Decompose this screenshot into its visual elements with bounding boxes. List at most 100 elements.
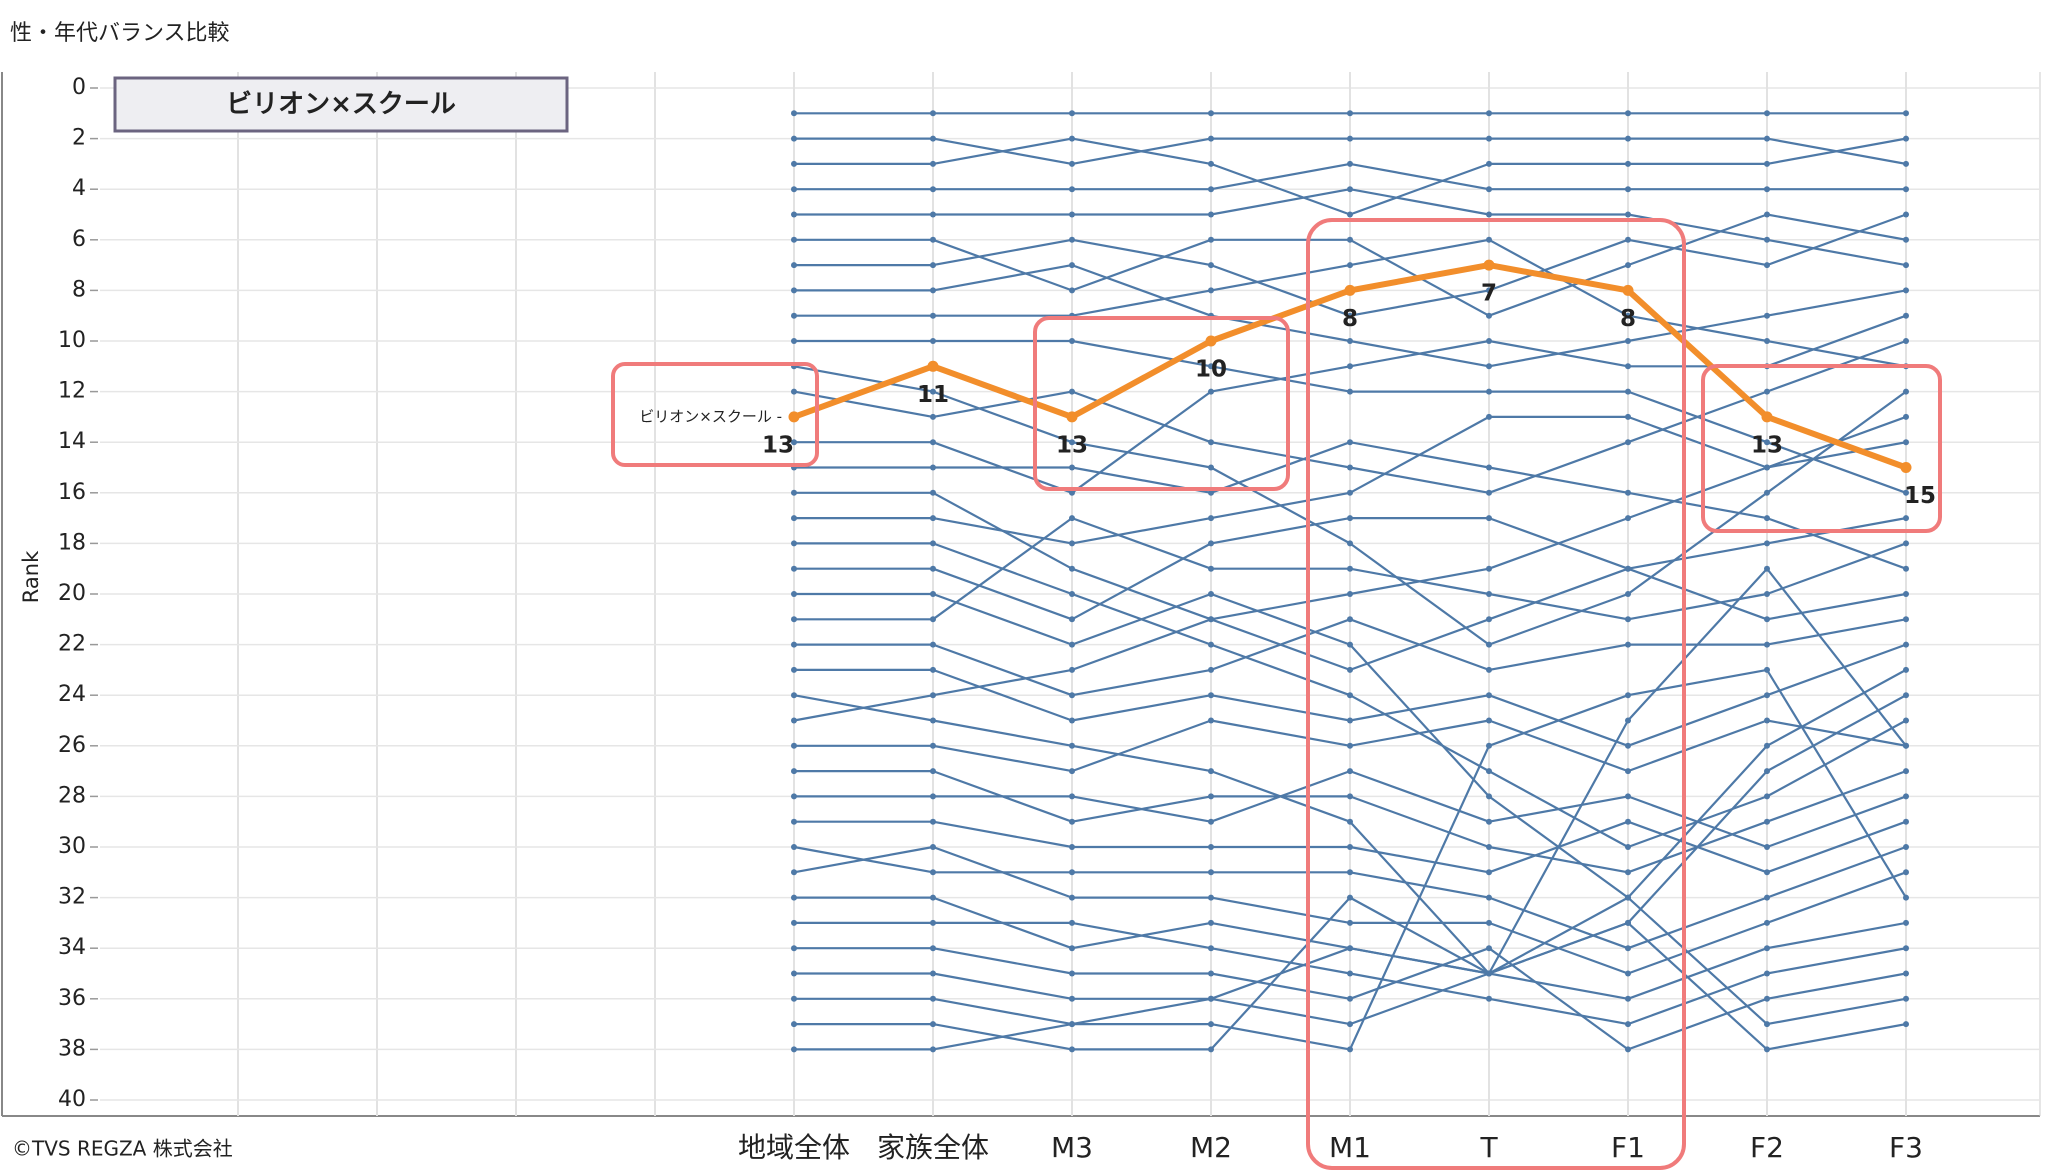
rank-point	[1069, 236, 1075, 243]
rank-point	[1069, 894, 1075, 901]
rank-point	[930, 717, 936, 724]
rank-point	[1347, 110, 1353, 117]
rank-point	[1764, 135, 1770, 142]
rank-point	[927, 360, 939, 372]
rank-point	[791, 262, 797, 269]
rank-point	[1486, 616, 1492, 623]
y-tick-label: 14	[58, 429, 86, 454]
rank-point	[1764, 211, 1770, 218]
rank-point	[1486, 945, 1492, 952]
rank-point	[930, 616, 936, 623]
rank-point	[1903, 869, 1909, 876]
rank-point	[1625, 565, 1631, 572]
rank-point	[1903, 160, 1909, 167]
rank-point	[930, 211, 936, 218]
rank-point	[930, 591, 936, 597]
rank-point	[930, 388, 936, 395]
rank-point	[791, 1046, 797, 1053]
rank-point	[1347, 768, 1353, 775]
rank-point	[1069, 1021, 1075, 1028]
rank-point	[1347, 565, 1353, 572]
rank-point	[1205, 335, 1217, 347]
rank-point	[1764, 338, 1770, 344]
rank-point	[1486, 793, 1492, 800]
rank-point	[791, 919, 797, 926]
rank-point	[1208, 768, 1214, 775]
chart-title: 性・年代バランス比較	[10, 21, 230, 46]
rank-point	[930, 236, 936, 243]
rank-point	[1208, 641, 1214, 648]
rank-point	[1486, 489, 1492, 496]
rank-point	[791, 312, 797, 319]
value-label: 11	[917, 382, 949, 408]
rank-point	[1347, 945, 1353, 952]
rank-point	[1625, 211, 1631, 218]
rank-point	[1347, 995, 1353, 1002]
highlight-box	[1306, 218, 1686, 1170]
rank-point	[1764, 641, 1770, 648]
rank-point	[791, 869, 797, 876]
rank-point	[1903, 287, 1909, 294]
rank-point	[930, 338, 936, 344]
rank-point	[1764, 186, 1770, 193]
x-tick-label: 家族全体	[877, 1131, 989, 1164]
rank-point	[1903, 919, 1909, 926]
rank-point	[1208, 894, 1214, 901]
rank-point	[1903, 742, 1909, 749]
rank-point	[1069, 489, 1075, 496]
rank-point	[1625, 818, 1631, 825]
rank-point	[1764, 540, 1770, 547]
rank-point	[1486, 692, 1492, 699]
value-label: 13	[1751, 432, 1783, 458]
rank-point	[1208, 489, 1214, 496]
rank-point	[1625, 160, 1631, 167]
y-tick-label: 36	[58, 986, 86, 1011]
rank-point	[1347, 515, 1353, 522]
rank-point	[1208, 692, 1214, 699]
y-tick-label: 12	[58, 379, 86, 404]
rank-point	[1069, 869, 1075, 876]
rank-point	[1069, 211, 1075, 218]
rank-point	[1903, 1021, 1909, 1028]
value-label: 7	[1481, 281, 1497, 307]
rank-point	[1625, 945, 1631, 952]
rank-point	[1208, 717, 1214, 724]
rank-point	[1625, 894, 1631, 901]
rank-point	[1486, 211, 1492, 218]
rank-point	[1625, 388, 1631, 395]
rank-point	[791, 995, 797, 1002]
rank-point	[1625, 616, 1631, 623]
rank-point	[1486, 312, 1492, 319]
rank-point	[1903, 768, 1909, 775]
rank-point	[1625, 413, 1631, 420]
rank-point	[791, 565, 797, 572]
rank-point	[930, 818, 936, 825]
rank-point	[1764, 995, 1770, 1002]
rank-point	[1625, 312, 1631, 319]
rank-point	[1764, 793, 1770, 800]
rank-point	[1486, 186, 1492, 193]
rank-point	[1625, 110, 1631, 117]
rank-point	[1208, 439, 1214, 446]
y-tick-label: 20	[58, 581, 86, 606]
rank-point	[1764, 489, 1770, 496]
rank-point	[1625, 1021, 1631, 1028]
rank-point	[1625, 793, 1631, 800]
rank-point	[1486, 717, 1492, 724]
rank-point	[930, 489, 936, 496]
x-tick-label: M3	[1051, 1131, 1093, 1164]
rank-point	[1903, 666, 1909, 673]
y-tick-label: 6	[72, 227, 86, 252]
rank-point	[1069, 464, 1075, 471]
rank-point	[791, 439, 797, 446]
rank-point	[1903, 894, 1909, 901]
rank-point	[1486, 388, 1492, 395]
value-label: 13	[1056, 432, 1088, 458]
rank-point	[1625, 591, 1631, 597]
rank-point	[1903, 515, 1909, 522]
y-tick-label: 24	[58, 682, 86, 707]
rank-point	[930, 995, 936, 1002]
rank-point	[1069, 818, 1075, 825]
rank-point	[1903, 186, 1909, 193]
rank-point	[1764, 666, 1770, 673]
